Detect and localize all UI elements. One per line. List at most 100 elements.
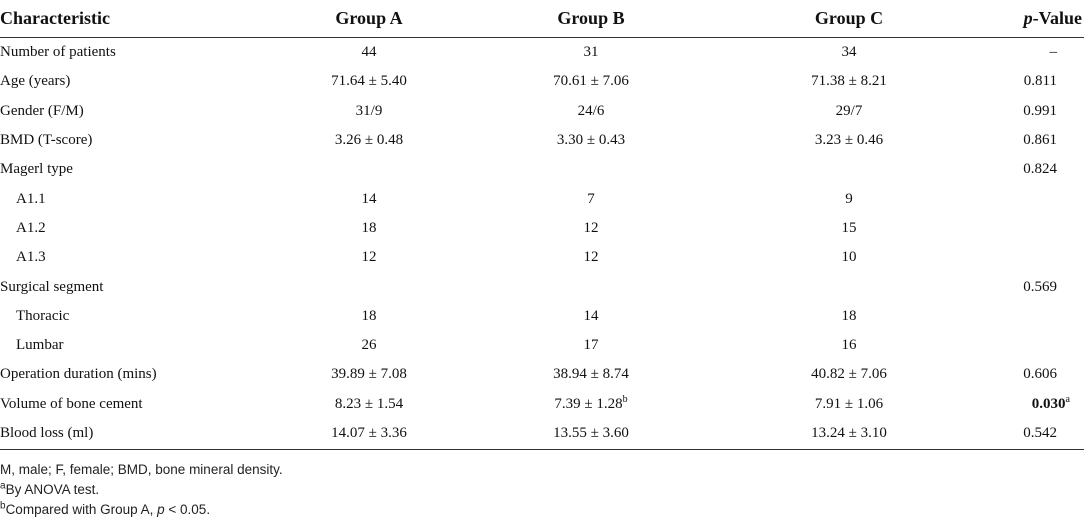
table-row: Thoracic 18 14 18 <box>0 302 1084 331</box>
table-row: Volume of bone cement 8.23 ± 1.54 7.39 ±… <box>0 390 1084 419</box>
header-p-suffix: -Value <box>1032 8 1082 28</box>
row-label: A1.2 <box>16 219 46 236</box>
footnote-b-p: p <box>157 502 165 517</box>
table-row: Number of patients 44 31 34 – <box>0 38 1084 68</box>
footnote-b: bCompared with Group A, p < 0.05. <box>0 500 283 520</box>
cell-group-b: 31 <box>583 44 599 61</box>
cell-group-a <box>305 272 433 301</box>
row-label: BMD (T-score) <box>0 132 93 149</box>
cell-group-c: 10 <box>841 249 857 266</box>
footnote-marker-a: a <box>1065 393 1070 405</box>
cell-group-a: 18 <box>361 219 377 236</box>
cell-group-a: 8.23 ± 1.54 <box>334 395 404 412</box>
header-group-c: Group C <box>749 0 949 38</box>
cell-p-value: 0.824 <box>1023 161 1057 178</box>
table-row: BMD (T-score) 3.26 ± 0.48 3.30 ± 0.43 3.… <box>0 126 1084 155</box>
table-row: A1.2 18 12 15 <box>0 214 1084 243</box>
table-container: Characteristic Group A Group B Group C p… <box>0 0 1084 450</box>
cell-p-value: 0.811 <box>1023 73 1057 90</box>
cell-group-b: 7.39 ± 1.28b <box>433 390 749 419</box>
cell-group-b: 12 <box>583 249 599 266</box>
cell-group-b: 24/6 <box>577 102 605 119</box>
cell-group-c: 16 <box>841 337 857 354</box>
table-row: Surgical segment 0.569 <box>0 272 1084 301</box>
cell-group-a: 71.64 ± 5.40 <box>331 73 407 90</box>
row-label: Volume of bone cement <box>0 395 143 412</box>
footnote-b-text-post: < 0.05. <box>164 502 211 517</box>
row-label: Thoracic <box>16 307 70 324</box>
row-label: Number of patients <box>0 44 116 61</box>
header-p-value: p-Value <box>949 0 1084 38</box>
cell-group-c: 9 <box>845 190 853 207</box>
cell-group-b: 7 <box>587 190 595 207</box>
cell-group-c <box>749 155 949 184</box>
row-label: A1.3 <box>16 249 46 266</box>
cell-p-value: 0.861 <box>1023 132 1057 149</box>
cell-p-value-text: 0.030 <box>1031 395 1066 412</box>
cell-p-value: 0.606 <box>1023 366 1057 383</box>
cell-group-b: 13.55 ± 3.60 <box>433 418 749 450</box>
cell-group-a: 3.26 ± 0.48 <box>334 132 404 149</box>
cell-group-b: 14 <box>583 307 599 324</box>
row-label: Gender (F/M) <box>0 102 84 119</box>
cell-p-value: – <box>1049 44 1058 61</box>
table-row: Operation duration (mins) 39.89 ± 7.08 3… <box>0 360 1084 389</box>
cell-group-a: 26 <box>361 337 377 354</box>
header-characteristic: Characteristic <box>0 0 305 38</box>
cell-p-value: 0.542 <box>949 418 1084 450</box>
header-group-b: Group B <box>433 0 749 38</box>
cell-group-c: 18 <box>841 307 857 324</box>
table-row: Magerl type 0.824 <box>0 155 1084 184</box>
row-label: Operation duration (mins) <box>0 366 157 383</box>
footnote-abbreviations: M, male; F, female; BMD, bone mineral de… <box>0 462 283 477</box>
table-row: Lumbar 26 17 16 <box>0 331 1084 360</box>
cell-group-a: 12 <box>361 249 377 266</box>
row-label: A1.1 <box>16 190 46 207</box>
cell-group-b: 70.61 ± 7.06 <box>553 73 629 90</box>
cell-p-value <box>949 331 1084 360</box>
table-footnotes: M, male; F, female; BMD, bone mineral de… <box>0 460 283 520</box>
cell-p-value: 0.030a <box>949 390 1084 419</box>
header-group-a: Group A <box>305 0 433 38</box>
table-row: A1.3 12 12 10 <box>0 243 1084 272</box>
cell-group-a: 44 <box>361 44 377 61</box>
footnote-a-mark: a <box>0 480 6 492</box>
cell-group-b: 38.94 ± 8.74 <box>553 366 629 383</box>
header-row: Characteristic Group A Group B Group C p… <box>0 0 1084 38</box>
cell-p-value: 0.991 <box>1023 102 1057 119</box>
header-p-italic: p <box>1023 8 1033 28</box>
cell-group-b <box>433 272 749 301</box>
row-label: Magerl type <box>0 161 73 178</box>
cell-group-c: 7.91 ± 1.06 <box>814 395 884 412</box>
cell-group-a: 18 <box>361 307 377 324</box>
footnote-a: aBy ANOVA test. <box>0 480 283 500</box>
cell-group-c <box>749 272 949 301</box>
cell-group-a: 31/9 <box>355 102 383 119</box>
cell-p-value <box>949 302 1084 331</box>
characteristics-table: Characteristic Group A Group B Group C p… <box>0 0 1084 450</box>
cell-group-b: 17 <box>583 337 599 354</box>
row-label: Age (years) <box>0 73 71 90</box>
cell-group-c: 3.23 ± 0.46 <box>814 132 884 149</box>
cell-group-b: 12 <box>583 219 599 236</box>
cell-group-c: 13.24 ± 3.10 <box>749 418 949 450</box>
cell-group-c: 34 <box>841 44 857 61</box>
footnote-a-text: By ANOVA test. <box>5 482 100 497</box>
table-row: Blood loss (ml) 14.07 ± 3.36 13.55 ± 3.6… <box>0 418 1084 450</box>
cell-group-c: 15 <box>841 219 857 236</box>
cell-p-value <box>949 184 1084 213</box>
cell-p-value <box>949 214 1084 243</box>
cell-p-value <box>949 243 1084 272</box>
footnote-b-mark: b <box>0 500 6 512</box>
table-row: Age (years) 71.64 ± 5.40 70.61 ± 7.06 71… <box>0 67 1084 96</box>
footnote-marker-b: b <box>622 393 628 405</box>
cell-group-a: 39.89 ± 7.08 <box>331 366 407 383</box>
cell-group-c: 40.82 ± 7.06 <box>811 366 887 383</box>
cell-p-value: 0.569 <box>1023 278 1057 295</box>
table-row: A1.1 14 7 9 <box>0 184 1084 213</box>
cell-group-b <box>433 155 749 184</box>
cell-group-c: 71.38 ± 8.21 <box>811 73 887 90</box>
cell-group-a: 14 <box>361 190 377 207</box>
cell-group-b-value: 7.39 ± 1.28 <box>554 395 623 412</box>
footnote-b-text-pre: Compared with Group A, <box>5 502 158 517</box>
